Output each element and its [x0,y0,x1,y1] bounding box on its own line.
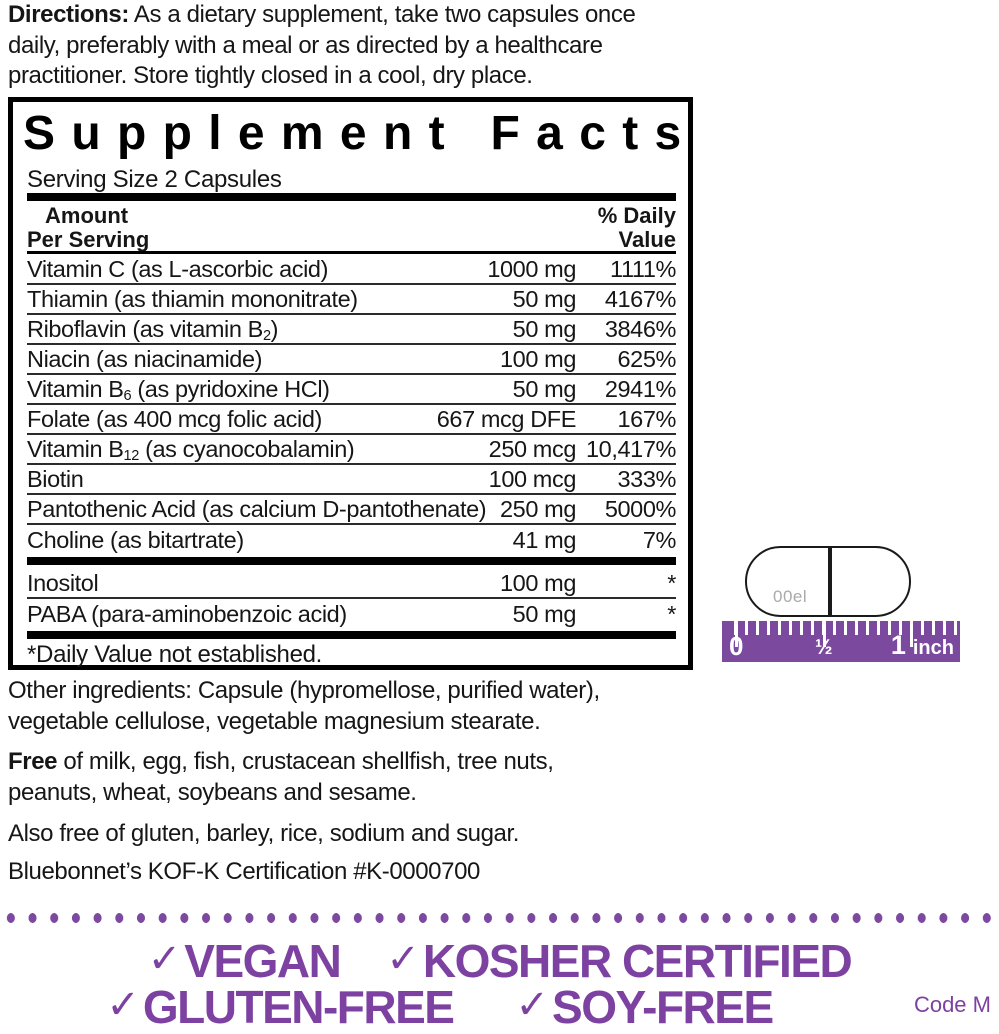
table-row: Thiamin (as thiamin mononitrate) 50 mg 416… [27,285,676,315]
badge-row-1: ✓ VEGAN ✓ KOSHER CERTIFIED [0,934,999,988]
facts-rows: Vitamin C (as L-ascorbic acid) 1000 mg 111… [27,255,676,555]
nutrient-daily-value: 333% [617,465,676,492]
nutrient-amount: 41 mg [512,526,577,553]
nutrient-daily-value: * [667,569,676,596]
nutrient-daily-value: 1111% [610,255,676,282]
badge-vegan: ✓ VEGAN [147,935,342,987]
nutrient-amount: 50 mg [512,315,577,342]
badge-soy-free: ✓ SOY-FREE [515,981,775,1033]
directions-label: Directions: [8,1,129,28]
nutrient-name: Riboflavin (as vitamin B2) [27,315,279,344]
nutrient-amount: 1000 mg [487,255,576,282]
nutrient-name: Vitamin B12 (as cyanocobalamin) [27,435,355,464]
badge-gluten-free: ✓ GLUTEN-FREE [106,981,455,1033]
table-row: Vitamin B6 (as pyridoxine HCl) 50 mg 2941% [27,375,676,405]
badge-kosher-certified: ✓ KOSHER CERTIFIED [386,935,852,987]
table-row: Choline (as bitartrate) 41 mg 7% [27,525,676,555]
nutrient-amount: 100 mg [500,345,576,372]
daily-value-footnote: *Daily Value not established. [27,641,323,668]
nutrient-name: Choline (as bitartrate) [27,526,244,553]
table-row: Inositol 100 mg * [27,569,676,599]
directions-text: Directions: As a dietary supplement, tak… [8,0,698,92]
facts-header-row: Amount Per Serving % Daily Value [27,204,676,252]
table-row: PABA (para-aminobenzoic acid) 50 mg * [27,599,676,629]
nutrient-daily-value: 3846% [604,315,677,342]
ruler-tick-half [823,621,826,647]
directions-line3: practitioner. Store tightly closed in a … [8,62,533,89]
table-row: Pantothenic Acid (as calcium D-pantothen… [27,495,676,525]
amount-header: Amount Per Serving [27,203,150,252]
ruler-label-1-inch: 1 inch [890,630,954,660]
dotted-separator [0,907,999,929]
table-row: Riboflavin (as vitamin B2) 50 mg 3846% [27,315,676,345]
divider-thick [27,193,676,201]
nutrient-daily-value: 4167% [604,285,677,312]
capsule-divider [828,548,832,615]
ruler-minor-ticks [722,621,960,662]
nutrient-name: Niacin (as niacinamide) [27,345,263,372]
table-row: Biotin 100 mcg 333% [27,465,676,495]
nutrient-amount: 50 mg [512,375,577,402]
table-row: Folate (as 400 mcg folic acid) 667 mcg DF… [27,405,676,435]
supplement-facts-title: Supplement Facts [23,107,698,160]
ruler-label-0: 0 [729,631,744,661]
capsule-illustration: 00el [745,546,911,617]
nutrient-name: Thiamin (as thiamin mononitrate) [27,285,358,312]
product-code: Code M [913,992,991,1017]
ruler-label-half: ½ [815,636,833,659]
nutrient-amount: 250 mcg [488,435,577,462]
table-row: Niacin (as niacinamide) 100 mg 625% [27,345,676,375]
check-icon: ✓ [386,936,420,982]
nutrient-name: Inositol [27,569,99,596]
capsule-size-code: 00el [773,587,808,606]
directions-line1: Directions: As a dietary supplement, tak… [8,1,636,28]
check-icon: ✓ [147,936,182,982]
divider-thick [27,631,676,639]
nutrient-amount: 50 mg [512,600,577,627]
nutrient-daily-value: 5000% [604,495,677,522]
divider-thick [27,557,676,565]
ruler-tick-0 [735,621,738,647]
table-row: Vitamin B12 (as cyanocobalamin) 250 mcg 10… [27,435,676,465]
ruler-tick-1 [910,621,913,647]
nutrient-name: Vitamin B6 (as pyridoxine HCl) [27,375,330,404]
nutrient-daily-value: 167% [617,405,676,432]
facts-rows-secondary: Inositol 100 mg * PABA (para-aminobenzoic a… [27,569,676,629]
divider-medium [27,251,676,254]
supplement-facts-panel: Supplement Facts Serving Size 2 Capsules… [8,97,693,670]
daily-value-header: % Daily Value [597,203,676,252]
nutrient-name: Folate (as 400 mcg folic acid) [27,405,322,432]
badge-row-2: ✓ GLUTEN-FREE ✓ SOY-FREE [0,980,999,1034]
nutrient-daily-value: 10,417% [586,435,676,462]
ruler: 0 ½ 1 inch [722,621,960,662]
check-icon: ✓ [515,982,550,1028]
table-row: Vitamin C (as L-ascorbic acid) 1000 mg 111… [27,255,676,285]
nutrient-daily-value: * [667,600,676,627]
nutrient-name: Vitamin C (as L-ascorbic acid) [27,255,329,282]
nutrient-amount: 100 mcg [488,465,577,492]
nutrient-name: Pantothenic Acid (as calcium D-pantothen… [27,495,487,522]
nutrient-amount: 100 mg [500,569,576,596]
directions-line2: daily, preferably with a meal or as dire… [8,31,603,59]
free-label: Free [8,748,58,775]
check-icon: ✓ [106,982,140,1028]
nutrient-amount: 250 mg [500,495,576,522]
other-ingredients-text: Other ingredients: Capsule (hypromellose… [8,677,600,735]
nutrient-daily-value: 625% [617,345,676,372]
nutrient-amount: 667 mcg DFE [436,405,577,432]
nutrient-name: PABA (para-aminobenzoic acid) [27,600,347,627]
allergen-free-text: Free of milk, egg, fish, crustacean shel… [8,748,554,806]
nutrient-daily-value: 2941% [604,375,677,402]
serving-size: Serving Size 2 Capsules [27,166,282,193]
nutrient-name: Biotin [27,465,84,492]
nutrient-daily-value: 7% [642,526,677,553]
also-free-text: Also free of gluten, barley, rice, sodiu… [8,820,520,847]
nutrient-amount: 50 mg [512,285,577,312]
certification-text: Bluebonnet’s KOF-K Certification #K-0000… [8,858,480,885]
